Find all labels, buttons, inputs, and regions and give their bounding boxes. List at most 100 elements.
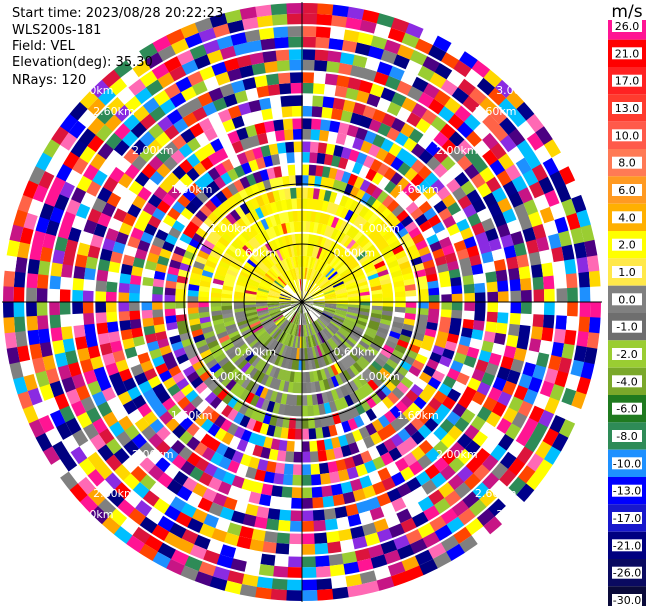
gate-cell (463, 235, 478, 250)
gate-cell (37, 273, 50, 289)
gate-cell (338, 539, 355, 553)
range-label: 1.00km (210, 370, 252, 383)
gate-cell (402, 272, 415, 281)
gate-cell (77, 475, 97, 495)
gate-cell (234, 313, 247, 320)
gate-cell (175, 238, 190, 251)
gate-cell (440, 302, 452, 311)
gate-cell (302, 59, 316, 72)
gate-cell (312, 293, 324, 299)
gate-cell (379, 348, 392, 359)
gate-cell (210, 314, 223, 322)
gate-cell (272, 314, 284, 323)
gate-cell (325, 267, 335, 278)
gate-cell (396, 339, 410, 350)
gate-cell (334, 386, 345, 400)
gate-cell (427, 280, 440, 290)
gate-cell (477, 241, 492, 255)
gate-cell (348, 333, 361, 343)
gate-cell (302, 302, 311, 311)
range-label: 2.60km (93, 487, 135, 500)
gate-cell (317, 260, 326, 273)
gate-cell (229, 558, 247, 573)
gate-cell (516, 336, 530, 351)
colorbar-tick-label: -1.0 (616, 321, 637, 334)
gate-cell (175, 376, 190, 391)
gate-cell (417, 302, 429, 310)
gate-cell (584, 239, 599, 258)
gate-cell (98, 342, 113, 356)
gate-cell (428, 514, 447, 533)
gate-cell (269, 588, 287, 602)
gate-cell (292, 128, 303, 141)
gate-cell (233, 290, 246, 296)
gate-cell (346, 287, 359, 293)
gate-cell (398, 334, 412, 344)
gate-cell (259, 204, 270, 218)
gate-cell (175, 538, 195, 555)
gate-cell (322, 284, 333, 292)
gate-cell (257, 359, 268, 372)
gate-cell (426, 321, 439, 332)
gate-cell (294, 293, 302, 302)
gate-cell (446, 260, 461, 272)
gate-cell (234, 90, 249, 105)
gate-cell (192, 260, 206, 270)
gate-cell (302, 255, 305, 268)
gate-cell (287, 257, 294, 270)
gate-cell (497, 291, 510, 303)
gate-cell (68, 463, 87, 484)
gate-cell (578, 302, 591, 319)
gate-cell (318, 129, 330, 143)
gate-cell (225, 272, 238, 281)
gate-cell (356, 218, 368, 231)
gate-cell (578, 286, 591, 304)
gate-cell (356, 233, 368, 246)
gate-cell (298, 279, 301, 291)
gate-cell (394, 296, 406, 303)
gate-cell (201, 353, 215, 365)
gate-cell (243, 261, 256, 271)
gate-cell (129, 309, 142, 321)
gate-cell (323, 291, 336, 297)
gate-cell (336, 263, 347, 274)
gate-cell (273, 25, 290, 39)
gate-cell (287, 25, 304, 37)
gate-cell (312, 334, 319, 346)
gate-cell (452, 240, 467, 253)
gate-cell (118, 319, 132, 331)
gate-cell (318, 317, 328, 327)
gate-cell (277, 236, 285, 249)
gate-cell (287, 245, 293, 258)
gate-cell (189, 376, 204, 390)
gate-cell (461, 318, 475, 330)
gate-cell (255, 219, 266, 233)
gate-cell (267, 325, 278, 335)
gate-cell (261, 243, 271, 256)
gate-cell (108, 260, 122, 274)
gate-cell (89, 78, 110, 98)
gate-cell (38, 170, 56, 190)
gate-cell (354, 273, 367, 282)
gate-cell (123, 346, 138, 359)
colorbar-tick-bg (612, 156, 642, 169)
gate-cell (203, 264, 216, 274)
gate-cell (162, 447, 179, 464)
gate-cell (325, 298, 337, 301)
gate-cell (112, 525, 133, 545)
gate-cell (299, 302, 302, 314)
gate-cell (359, 298, 372, 303)
gate-cell (418, 559, 439, 577)
gate-cell (214, 400, 228, 414)
gate-cell (339, 234, 350, 247)
gate-cell (270, 286, 282, 293)
gate-cell (357, 284, 370, 291)
gate-cell (234, 205, 246, 218)
gate-cell (85, 255, 99, 270)
gate-cell (345, 281, 357, 288)
gate-cell (301, 428, 310, 441)
gate-cell (558, 230, 574, 248)
gate-cell (355, 342, 368, 354)
gate-cell (289, 59, 303, 72)
gate-cell (59, 301, 72, 315)
